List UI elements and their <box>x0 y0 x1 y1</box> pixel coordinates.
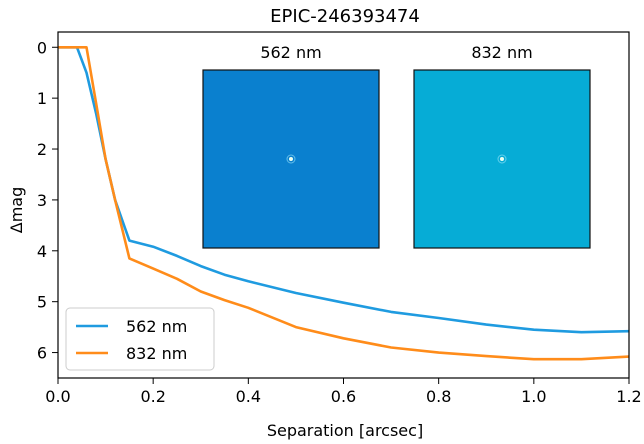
y-axis-label: Δmag <box>7 187 26 234</box>
inset-label-1: 562 nm <box>260 43 321 62</box>
legend-label: 562 nm <box>126 317 187 336</box>
x-tick-label: 0.0 <box>45 387 70 406</box>
y-tick-label: 1 <box>37 89 47 108</box>
x-tick-label: 0.2 <box>140 387 165 406</box>
inset-star-1 <box>289 157 293 161</box>
x-tick-label: 0.6 <box>331 387 356 406</box>
x-axis-label: Separation [arcsec] <box>267 421 423 440</box>
y-tick-label: 3 <box>37 191 47 210</box>
x-tick-label: 0.4 <box>236 387 261 406</box>
y-tick-label: 4 <box>37 242 47 261</box>
inset-label-2: 832 nm <box>471 43 532 62</box>
y-tick-label: 6 <box>37 344 47 363</box>
x-tick-label: 1.2 <box>616 387 641 406</box>
y-tick-label: 0 <box>37 38 47 57</box>
x-tick-label: 1.0 <box>521 387 546 406</box>
legend-label: 832 nm <box>126 344 187 363</box>
chart-title: EPIC-246393474 <box>270 6 420 27</box>
series-line-832-nm <box>58 46 630 361</box>
y-tick-label: 2 <box>37 140 47 159</box>
inset-star-2 <box>500 157 504 161</box>
legend-box <box>65 307 215 371</box>
plot-area: 562 nm 832 nm0.0 0.2 0.4 0.6 0.8 1.0 1.20123456… <box>37 31 642 406</box>
y-tick-label: 5 <box>37 293 47 312</box>
x-tick-label: 0.8 <box>426 387 451 406</box>
series-line-562-nm <box>58 46 630 334</box>
